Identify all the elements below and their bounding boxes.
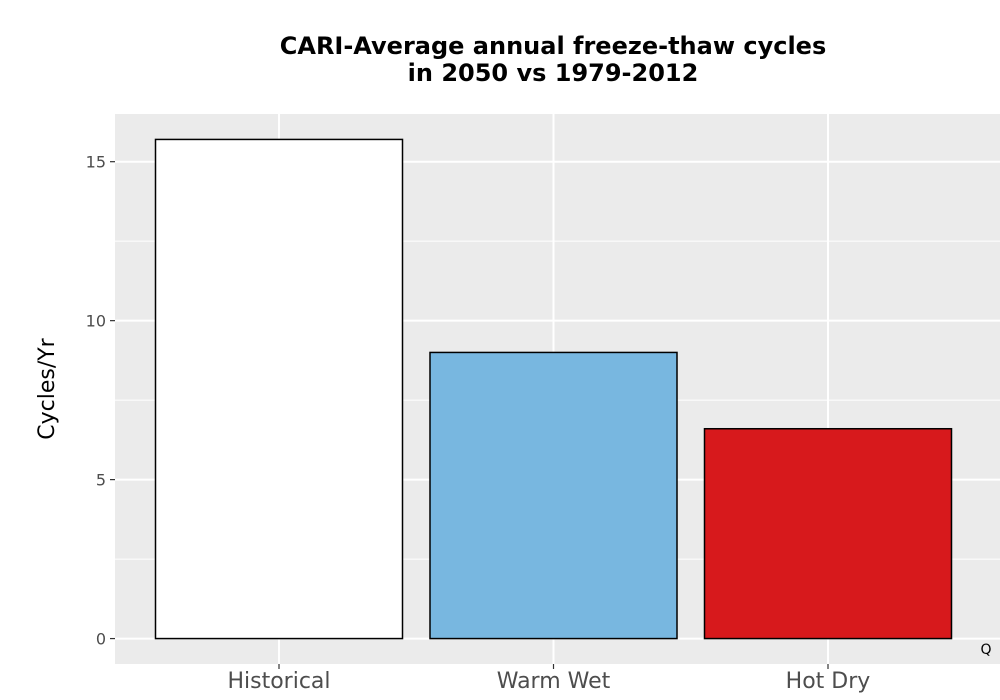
chart-title: CARI-Average annual freeze-thaw cycles i… (280, 32, 826, 87)
y-tick-label: 10 (86, 312, 106, 331)
x-axis: Historical Warm Wet Hot Dry (227, 664, 870, 694)
y-axis: 0 5 10 15 (86, 153, 115, 649)
bar-historical (154, 138, 404, 640)
x-tick-label: Hot Dry (786, 669, 871, 694)
bars (154, 138, 953, 640)
y-tick-label: 5 (96, 471, 106, 490)
chart-title-line-1: CARI-Average annual freeze-thaw cycles (280, 32, 826, 60)
corner-mark: Q (980, 642, 991, 658)
chart-title-line-2: in 2050 vs 1979-2012 (408, 59, 699, 87)
bar-warm-wet (429, 351, 678, 640)
x-tick-label: Warm Wet (497, 669, 611, 694)
y-tick-label: 0 (96, 630, 106, 649)
x-tick-label: Historical (227, 669, 330, 694)
y-tick-label: 15 (86, 153, 106, 172)
bar-hot-dry (703, 427, 953, 640)
y-axis-label: Cycles/Yr (35, 337, 60, 439)
